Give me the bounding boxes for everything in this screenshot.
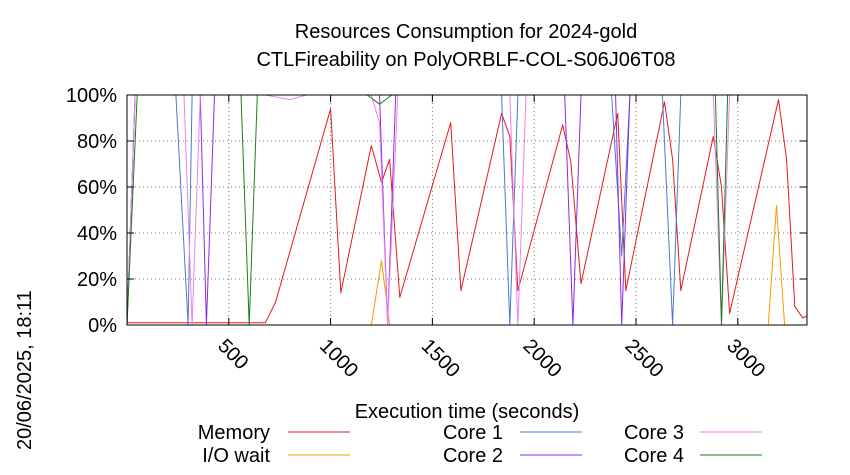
legend-label: Core 3 [624,422,684,444]
y-tick-label: 80% [77,131,117,153]
y-tick-label: 100% [66,85,117,107]
x-axis-ticks: 500 1000 1500 2000 2500 3000 [213,95,769,382]
x-tick-label: 2500 [620,335,667,382]
chart-title-group: Resources Consumption for 2024-gold CTLF… [256,21,675,71]
series-lines [126,94,808,326]
x-tick-label: 3000 [722,335,769,382]
legend-label: Memory [198,422,270,444]
x-tick-label: 1500 [417,335,464,382]
legend-label: I/O wait [202,445,270,467]
grid-lines [127,95,807,325]
x-tick-label: 2000 [519,335,566,382]
x-tick-label: 1000 [315,335,362,382]
y-axis-ticks: 0% 20% 40% 60% 80% 100% [66,85,807,337]
series-line-memory [127,99,808,324]
y-tick-label: 0% [88,315,117,337]
y-tick-label: 20% [77,269,117,291]
chart-title: Resources Consumption for 2024-gold [295,21,637,43]
x-axis-label: Execution time (seconds) [355,401,580,423]
series-line-core-1 [126,94,807,326]
x-tick-label: 500 [213,335,252,374]
timestamp-label: 20/06/2025, 18:11 [14,290,36,450]
legend-label: Core 1 [443,422,503,444]
chart-subtitle: CTLFireability on PolyORBLF-COL-S06J06T0… [256,49,675,71]
y-tick-label: 40% [77,223,117,245]
legend-label: Core 2 [443,445,503,467]
series-line-core-3 [126,94,807,326]
series-line-core-4 [126,94,807,326]
plot-frame [126,94,808,326]
series-line-core-2 [126,94,807,326]
y-tick-label: 60% [77,177,117,199]
legend-label: Core 4 [624,445,684,467]
